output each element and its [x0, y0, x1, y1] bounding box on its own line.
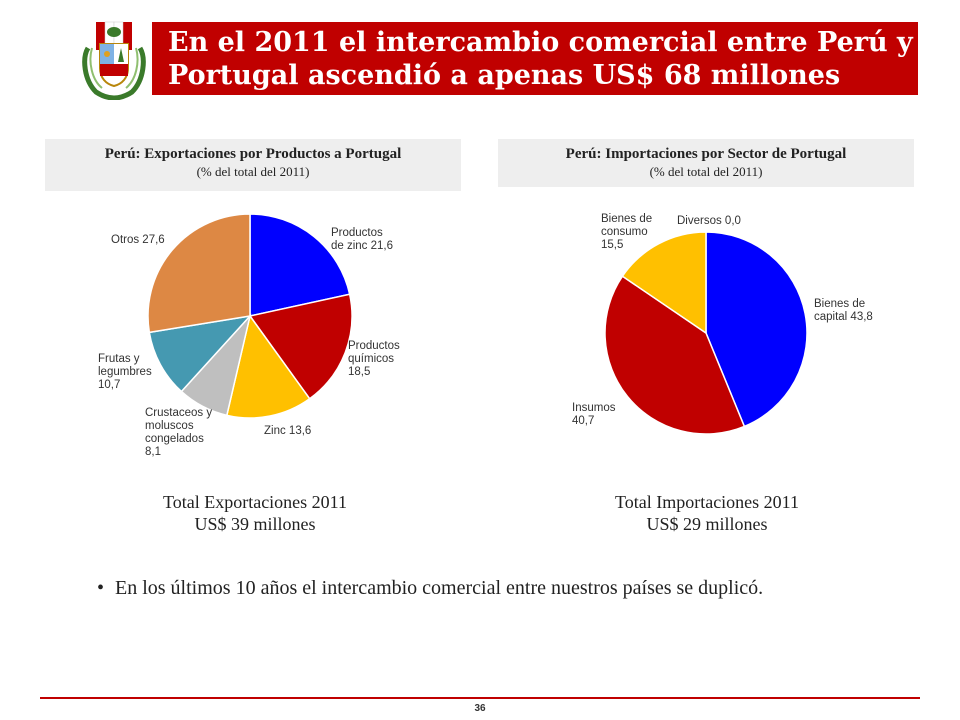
- exports-slice-productos-de-zinc: [249, 213, 351, 317]
- imports-label-diversos: Diversos 0,0: [677, 215, 741, 227]
- exports-total: Total Exportaciones 2011 US$ 39 millones: [95, 491, 415, 535]
- footer-divider: [40, 697, 920, 699]
- slide-title: En el 2011 el intercambio comercial entr…: [168, 27, 913, 91]
- imports-label-insumos: Insumos 40,7: [572, 402, 616, 427]
- imports-total-label: Total Importaciones 2011: [614, 492, 800, 512]
- title-bar: En el 2011 el intercambio comercial entr…: [152, 22, 918, 95]
- exports-label-crustaceos-y-moluscos-congelados: Crustaceos y moluscos congelados 8,1: [145, 407, 212, 458]
- exports-slice-otros: [147, 213, 251, 334]
- exports-chart-subtitle: (% del total del 2011): [196, 164, 310, 179]
- exports-slice-productos-quimicos: [248, 293, 353, 400]
- page-number: 36: [474, 703, 486, 714]
- exports-label-productos-de-zinc: Productos de zinc 21,6: [331, 227, 393, 252]
- peru-coat-of-arms-logo: [82, 21, 146, 100]
- bullet-dot-icon: •: [97, 577, 105, 599]
- exports-slice-frutas-y-legumbres: [148, 314, 253, 393]
- imports-chart-title: Perú: Importaciones por Sector de Portug…: [565, 146, 847, 162]
- imports-chart-subtitle: (% del total del 2011): [649, 164, 763, 179]
- exports-total-label: Total Exportaciones 2011: [162, 492, 348, 512]
- imports-chart-header: Perú: Importaciones por Sector de Portug…: [498, 139, 914, 187]
- exports-chart-title: Perú: Exportaciones por Productos a Port…: [104, 146, 402, 162]
- exports-label-frutas-y-legumbres: Frutas y legumbres 10,7: [98, 353, 152, 391]
- bullet-point: • En los últimos 10 años el intercambio …: [97, 575, 877, 602]
- imports-slice-bienes-de-capital: [705, 231, 808, 428]
- exports-total-value: US$ 39 millones: [194, 514, 316, 534]
- exports-label-otros: Otros 27,6: [111, 234, 165, 246]
- exports-label-zinc: Zinc 13,6: [264, 425, 311, 437]
- imports-label-bienes-de-capital: Bienes de capital 43,8: [814, 298, 873, 323]
- bullet-text: En los últimos 10 años el intercambio co…: [115, 577, 764, 599]
- exports-label-productos-quimicos: Productos químicos 18,5: [348, 340, 400, 378]
- imports-total: Total Importaciones 2011 US$ 29 millones: [547, 491, 867, 535]
- exports-chart-header: Perú: Exportaciones por Productos a Port…: [45, 139, 461, 191]
- imports-label-bienes-de-consumo: Bienes de consumo 15,5: [601, 213, 652, 251]
- exports-slice-zinc: [225, 314, 311, 419]
- imports-slice-insumos: [604, 275, 746, 435]
- imports-slice-bienes-de-consumo: [621, 231, 707, 335]
- imports-total-value: US$ 29 millones: [646, 514, 768, 534]
